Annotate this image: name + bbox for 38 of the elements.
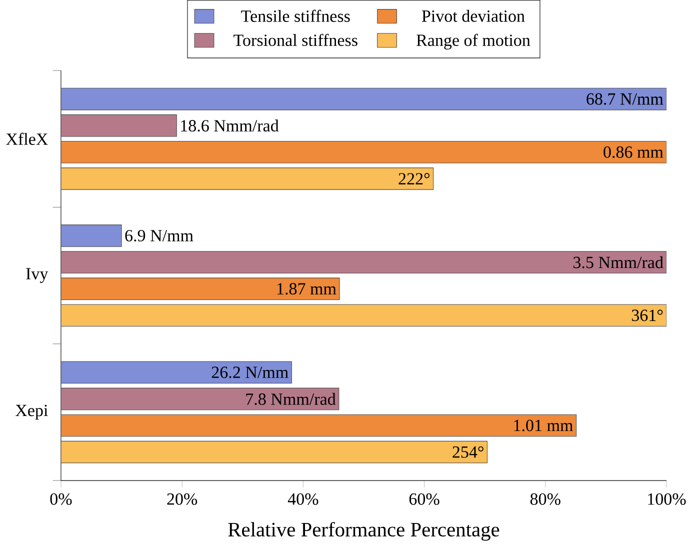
bar <box>60 140 666 164</box>
legend-label: Torsional stiffness <box>234 34 358 46</box>
bar <box>60 88 666 110</box>
bar <box>60 414 577 436</box>
bar <box>60 388 340 410</box>
annotation: 222° <box>398 172 430 184</box>
x-tick-label: 0% <box>50 493 72 505</box>
x-tick-label: 20% <box>167 493 198 505</box>
y-tick-label: XfleX <box>6 132 48 145</box>
annotation: 254° <box>452 446 484 458</box>
y-tick-label: Ivy <box>26 268 48 283</box>
annotation: 7.8 Nmm/rad <box>246 392 336 405</box>
x-tick-label: 60% <box>409 493 440 505</box>
bar <box>60 361 292 384</box>
bar <box>60 304 666 326</box>
legend-label: Range of motion <box>416 34 530 50</box>
x-tick-label: 100% <box>648 493 686 505</box>
legend-label: Pivot deviation <box>422 10 525 22</box>
bar <box>60 440 488 464</box>
x-tick-label: 40% <box>288 493 318 505</box>
x-axis-title: Relative Performance Percentage <box>228 522 500 541</box>
annotation: 3.5 Nmm/rad <box>574 256 664 268</box>
annotation: 6.9 N/mm <box>125 230 194 242</box>
x-tick-label: 80% <box>530 493 560 505</box>
annotation: 68.7 N/mm <box>586 93 664 105</box>
annotation: 1.87 mm <box>277 282 336 294</box>
annotation: 18.6 Nmm/rad <box>181 119 279 132</box>
annotation: 361° <box>632 309 663 321</box>
bar <box>60 250 666 274</box>
y-tick-label: Xepi <box>16 404 48 420</box>
bar <box>60 114 177 137</box>
bar <box>60 167 434 190</box>
legend-label: Tensile stiffness <box>241 10 350 22</box>
annotation: 0.86 mm <box>604 146 664 158</box>
bar <box>60 277 340 300</box>
annotation: 1.01 mm <box>514 420 573 432</box>
annotation: 26.2 N/mm <box>212 366 288 378</box>
bar <box>60 224 122 247</box>
